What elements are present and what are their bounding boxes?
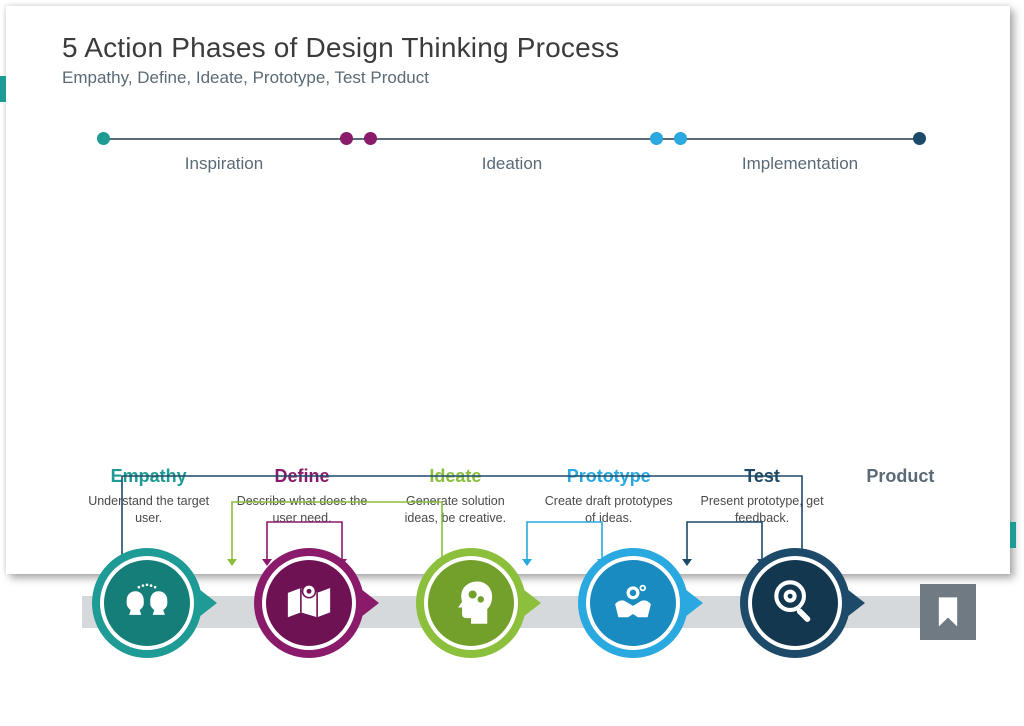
timeline-segment-label: Inspiration bbox=[164, 154, 284, 174]
timeline-dot bbox=[340, 132, 353, 145]
phase-node-test bbox=[740, 548, 850, 658]
phase-labels: Empathy Understand the target user. Defi… bbox=[62, 466, 962, 527]
two-heads-icon bbox=[121, 575, 173, 632]
phase-label-define: Define Describe what does the user need. bbox=[235, 466, 368, 527]
node-core bbox=[752, 560, 838, 646]
hands-gear-icon bbox=[607, 575, 659, 632]
product-label: Product bbox=[849, 466, 952, 527]
map-pin-icon bbox=[283, 575, 335, 632]
process-diagram: Empathy Understand the target user. Defi… bbox=[62, 466, 962, 726]
product-title: Product bbox=[849, 466, 952, 487]
node-core bbox=[428, 560, 514, 646]
timeline-dot bbox=[97, 132, 110, 145]
timeline: Inspiration Ideation Implementation bbox=[62, 132, 962, 192]
phase-node-prototype bbox=[578, 548, 688, 658]
phase-label-ideate: Ideate Generate solution ideas, be creat… bbox=[389, 466, 522, 527]
phase-desc: Understand the target user. bbox=[82, 493, 215, 527]
accent-right bbox=[1010, 522, 1016, 548]
phase-title: Prototype bbox=[542, 466, 675, 487]
timeline-dot bbox=[913, 132, 926, 145]
phase-desc: Present prototype, get feedback. bbox=[695, 493, 828, 527]
head-gears-icon bbox=[445, 575, 497, 632]
phase-label-empathy: Empathy Understand the target user. bbox=[82, 466, 215, 527]
timeline-dot bbox=[364, 132, 377, 145]
phase-desc: Create draft prototypes of ideas. bbox=[542, 493, 675, 527]
timeline-dot bbox=[674, 132, 687, 145]
phase-title: Empathy bbox=[82, 466, 215, 487]
page-subtitle: Empathy, Define, Ideate, Prototype, Test… bbox=[62, 68, 962, 88]
slide: 5 Action Phases of Design Thinking Proce… bbox=[6, 6, 1010, 574]
timeline-segment-label: Implementation bbox=[740, 154, 860, 174]
phase-node-define bbox=[254, 548, 364, 658]
node-core bbox=[266, 560, 352, 646]
timeline-segment-label: Ideation bbox=[452, 154, 572, 174]
phase-node-empathy bbox=[92, 548, 202, 658]
phase-title: Test bbox=[695, 466, 828, 487]
node-core bbox=[590, 560, 676, 646]
phase-desc: Describe what does the user need. bbox=[235, 493, 368, 527]
timeline-dot bbox=[650, 132, 663, 145]
magnify-eye-icon bbox=[769, 575, 821, 632]
phase-title: Define bbox=[235, 466, 368, 487]
phase-nodes bbox=[92, 548, 850, 658]
bookmark-icon bbox=[937, 597, 959, 627]
phase-title: Ideate bbox=[389, 466, 522, 487]
phase-label-test: Test Present prototype, get feedback. bbox=[695, 466, 828, 527]
accent-left bbox=[0, 76, 6, 102]
timeline-line bbox=[102, 138, 922, 140]
phase-node-ideate bbox=[416, 548, 526, 658]
node-core bbox=[104, 560, 190, 646]
page-title: 5 Action Phases of Design Thinking Proce… bbox=[62, 32, 962, 64]
phase-desc: Generate solution ideas, be creative. bbox=[389, 493, 522, 527]
product-box bbox=[920, 584, 976, 640]
phase-label-prototype: Prototype Create draft prototypes of ide… bbox=[542, 466, 675, 527]
